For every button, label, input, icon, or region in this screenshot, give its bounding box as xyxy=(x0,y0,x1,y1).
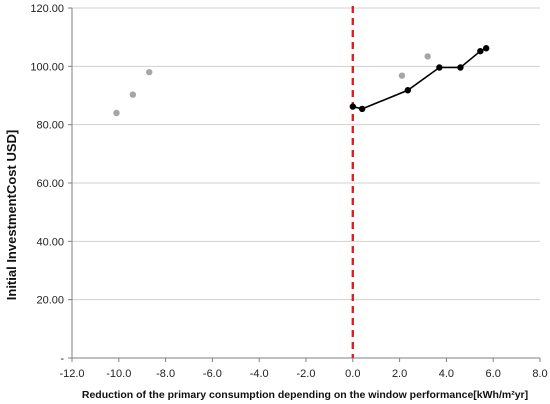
x-axis-label: Reduction of the primary consumption dep… xyxy=(82,389,528,401)
x-tick-labels: -12.0 -10.0 -8.0 -6.0 -4.0 -2.0 0.0 2.0 4.0 6.0 8.… xyxy=(59,368,547,380)
x-tick-label: -2.0 xyxy=(297,368,316,380)
data-point xyxy=(457,64,464,71)
x-tick-label: 4.0 xyxy=(439,368,454,380)
data-point xyxy=(424,53,431,60)
data-point xyxy=(477,47,484,55)
data-point xyxy=(358,105,366,113)
x-tick-label: 2.0 xyxy=(392,368,407,380)
axes xyxy=(68,7,541,362)
y-tick-label: 100.00 xyxy=(30,61,64,73)
gridlines xyxy=(72,7,540,301)
x-tick-label: -8.0 xyxy=(156,368,175,380)
data-point xyxy=(349,103,356,110)
x-tick-label: -12.0 xyxy=(59,368,84,380)
data-point xyxy=(404,87,411,94)
x-tick-label: -10.0 xyxy=(106,368,131,380)
y-tick-labels: - 20.00 40.00 60.00 80.00 100.00 120.00 xyxy=(30,3,64,365)
data-series xyxy=(113,45,490,117)
x-tick-label: -4.0 xyxy=(250,368,269,380)
series-line xyxy=(352,47,487,110)
y-tick-label: 60.00 xyxy=(36,178,64,190)
y-tick-label: 120.00 xyxy=(30,3,64,15)
x-tick-label: -6.0 xyxy=(203,368,222,380)
x-tick-label: 0.0 xyxy=(345,368,360,380)
data-point xyxy=(146,68,153,76)
data-point xyxy=(113,109,120,117)
data-point xyxy=(129,91,137,98)
y-axis-label: Initial InvestmentCost USD] xyxy=(4,130,19,300)
x-tick-label: 8.0 xyxy=(532,368,547,380)
y-tick-label: - xyxy=(60,353,64,365)
data-point xyxy=(436,64,443,71)
y-tick-label: 80.00 xyxy=(36,120,64,132)
y-tick-label: 20.00 xyxy=(36,295,64,307)
data-point xyxy=(482,45,490,52)
data-point xyxy=(398,72,406,79)
y-tick-label: 40.00 xyxy=(36,236,64,248)
x-tick-label: 6.0 xyxy=(486,368,501,380)
